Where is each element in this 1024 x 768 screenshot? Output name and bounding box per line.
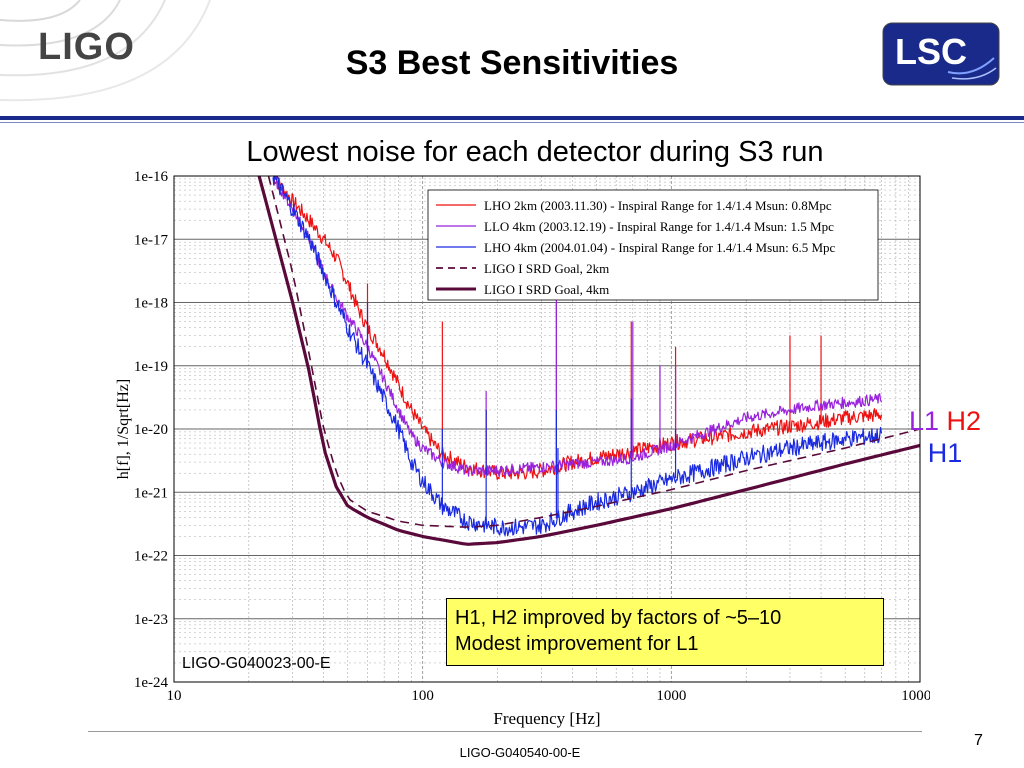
improvement-note-box: H1, H2 improved by factors of ~5–10 Mode… [446, 598, 884, 666]
x-axis-title: Frequency [Hz] [493, 709, 600, 728]
lsc-logo-text: LSC [895, 31, 967, 72]
y-tick-label: 1e-24 [134, 675, 169, 691]
ligo-logo: LIGO [38, 26, 135, 68]
slide-title: S3 Best Sensitivities [345, 44, 679, 82]
x-tick-label: 1000 [656, 688, 686, 704]
y-tick-label: 1e-19 [134, 359, 168, 375]
slide-subtitle: Lowest noise for each detector during S3… [246, 136, 824, 168]
y-tick-label: 1e-16 [134, 169, 169, 185]
legend-entry: LIGO I SRD Goal, 2km [484, 261, 609, 276]
y-tick-label: 1e-17 [134, 232, 169, 248]
h1-label: H1 [927, 438, 963, 468]
title-rule-thin [0, 122, 1024, 123]
y-tick-label: 1e-22 [134, 549, 168, 565]
series-line [257, 175, 921, 546]
x-tick-label: 10 [167, 688, 182, 704]
plot-area-frame [173, 175, 921, 683]
y-tick-label: 1e-20 [134, 422, 168, 438]
y-axis-title: h[f], 1/Sqrt[Hz] [115, 379, 132, 479]
legend: LHO 2km (2003.11.30) - Inspiral Range fo… [427, 189, 879, 301]
series-line [272, 175, 883, 537]
legend-entry: LHO 4km (2004.01.04) - Inspiral Range fo… [484, 240, 836, 255]
series-layer [257, 175, 921, 546]
note-line-2: Modest improvement for L1 [455, 633, 699, 655]
h2-label: H2 [946, 406, 982, 436]
y-tick-label: 1e-23 [134, 612, 168, 628]
title-rule [0, 116, 1024, 120]
y-tick-label: 1e-21 [134, 485, 168, 501]
header-decorative-arcs [0, 0, 211, 102]
lsc-logo: LSC [882, 22, 1000, 86]
detector-side-labels: L1 H2 H1 [895, 405, 995, 469]
y-tick-label: 1e-18 [134, 296, 168, 312]
ticks-layer: 10 100 1000 10000 1e-16 1e-17 1e-18 1e-19 1e-20 1… [134, 169, 930, 704]
legend-entry: LLO 4km (2003.12.19) - Inspiral Range fo… [484, 219, 834, 234]
legend-box [427, 189, 879, 301]
legend-entry: LIGO I SRD Goal, 4km [484, 282, 609, 297]
sensitivity-chart: 10 100 1000 10000 1e-16 1e-17 1e-18 1e-19 1e-20 1… [115, 169, 930, 728]
page-number: 7 [974, 732, 983, 749]
x-tick-label: 10000 [901, 688, 930, 704]
footer-document-id: LIGO-G040540-00-E [459, 745, 581, 760]
chart-document-id: LIGO-G040023-00-E [182, 655, 331, 672]
legend-entry: LHO 2km (2003.11.30) - Inspiral Range fo… [484, 198, 832, 213]
series-line [272, 175, 883, 477]
note-line-1: H1, H2 improved by factors of ~5–10 [455, 607, 782, 629]
x-tick-label: 100 [411, 688, 434, 704]
l1-label: L1 [908, 406, 939, 436]
footer-rule [88, 731, 922, 732]
series-line [267, 175, 921, 528]
